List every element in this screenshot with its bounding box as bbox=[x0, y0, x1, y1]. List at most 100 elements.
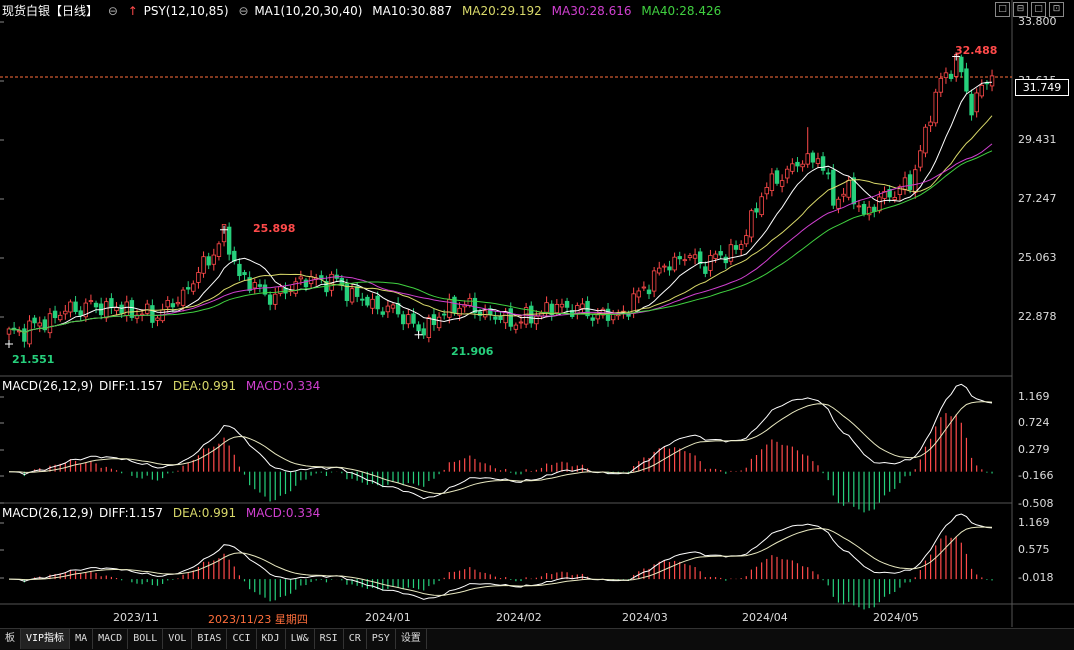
tab-rsi[interactable]: RSI bbox=[315, 629, 344, 649]
macd2-dea: DEA:0.991 bbox=[172, 506, 237, 520]
x-tick-label: 2024/04 bbox=[742, 611, 788, 624]
settings-circle-icon[interactable]: ⊖ bbox=[107, 4, 118, 18]
candle-body bbox=[534, 315, 539, 325]
ma10-line bbox=[8, 81, 993, 334]
candle-body bbox=[892, 197, 897, 200]
price-tick: 25.063 bbox=[1018, 251, 1057, 264]
tab-kdj[interactable]: KDJ bbox=[257, 629, 286, 649]
candle-body bbox=[564, 300, 570, 308]
tab-cr[interactable]: CR bbox=[344, 629, 367, 649]
prev-low-annotation: 21.906 bbox=[451, 345, 494, 358]
candle-body bbox=[646, 289, 652, 295]
macd2-macd: MACD:0.334 bbox=[245, 506, 321, 520]
chart-title: 现货白银【日线】 bbox=[2, 4, 99, 18]
tab-macd[interactable]: MACD bbox=[93, 629, 129, 649]
tab-bias[interactable]: BIAS bbox=[192, 629, 228, 649]
candle-body bbox=[641, 286, 647, 289]
tab-lwr[interactable]: LW& bbox=[286, 629, 315, 649]
ma-params: MA1(10,20,30,40) bbox=[254, 4, 363, 18]
psy-label: PSY(12,10,85) bbox=[143, 4, 229, 18]
window-button-3[interactable]: □ bbox=[1031, 2, 1046, 17]
candle-body bbox=[73, 301, 78, 312]
tab-vip-indicators[interactable]: VIP指标 bbox=[21, 629, 71, 649]
candle-body bbox=[508, 308, 513, 327]
candle-body bbox=[907, 174, 913, 190]
candle-body bbox=[820, 156, 826, 171]
candle-body bbox=[938, 77, 944, 93]
candle-body bbox=[657, 267, 662, 274]
ma-settings-icon[interactable]: ⊖ bbox=[238, 4, 249, 18]
candle-body bbox=[805, 153, 810, 165]
candle-body bbox=[836, 198, 841, 209]
macd2-diff: DIFF:1.157 bbox=[98, 506, 164, 520]
candle-body bbox=[124, 301, 129, 316]
window-buttons: □ ⊟ □ ⊡ bbox=[995, 2, 1064, 17]
tab-vol[interactable]: VOL bbox=[163, 629, 193, 649]
low-marker bbox=[5, 340, 13, 349]
tab-psy[interactable]: PSY bbox=[367, 629, 396, 649]
candle-body bbox=[682, 259, 688, 262]
candle-body bbox=[713, 253, 718, 259]
ma40-line bbox=[8, 150, 993, 334]
candle-body bbox=[779, 180, 785, 187]
candle-body bbox=[498, 315, 503, 320]
candle-body bbox=[559, 303, 565, 308]
candle-body bbox=[170, 303, 176, 308]
candle-body bbox=[421, 328, 426, 336]
candle-body bbox=[651, 270, 657, 292]
candle-body bbox=[477, 311, 483, 316]
tab-ban[interactable]: 板 bbox=[0, 629, 21, 649]
macd2-tick: -0.018 bbox=[1018, 571, 1054, 584]
candle-body bbox=[749, 210, 754, 238]
x-tick-label: 2024/03 bbox=[622, 611, 668, 624]
x-tick-label: 2024/01 bbox=[365, 611, 411, 624]
candle-body bbox=[196, 272, 201, 283]
candle-body bbox=[211, 254, 216, 265]
macd2-header: MACD(26,12,9) DIFF:1.157 DEA:0.991 MACD:… bbox=[2, 505, 326, 521]
candle-body bbox=[42, 319, 48, 331]
candle-body bbox=[52, 310, 58, 319]
candle-body bbox=[692, 254, 698, 259]
candle-body bbox=[129, 300, 135, 318]
tab-boll[interactable]: BOLL bbox=[128, 629, 164, 649]
candle-body bbox=[303, 279, 309, 288]
candle-body bbox=[774, 170, 780, 184]
candle-body bbox=[810, 152, 816, 163]
candle-body bbox=[610, 313, 616, 321]
tab-cci[interactable]: CCI bbox=[227, 629, 257, 649]
window-button-4[interactable]: ⊡ bbox=[1049, 2, 1064, 17]
candle-body bbox=[902, 177, 908, 191]
candle-body bbox=[754, 208, 759, 213]
candle-body bbox=[718, 251, 723, 256]
candle-body bbox=[769, 173, 775, 191]
candle-body bbox=[785, 168, 790, 179]
window-button-1[interactable]: □ bbox=[995, 2, 1010, 17]
candle-body bbox=[851, 177, 856, 205]
candle-body bbox=[180, 289, 186, 306]
candle-body bbox=[78, 310, 83, 316]
candle-body bbox=[795, 161, 800, 167]
candle-body bbox=[114, 307, 119, 312]
tab-ma[interactable]: MA bbox=[70, 629, 94, 649]
candle-body bbox=[887, 188, 892, 198]
candle-body bbox=[918, 150, 923, 168]
tab-settings[interactable]: 设置 bbox=[396, 629, 427, 649]
candle-body bbox=[150, 305, 155, 323]
macd2-diff-line bbox=[8, 513, 993, 600]
macd1-tick: 1.169 bbox=[1018, 390, 1050, 403]
macd1-title: MACD(26,12,9) bbox=[2, 379, 94, 393]
macd2-tick: 0.575 bbox=[1018, 543, 1050, 556]
ma30-value: MA30:28.616 bbox=[551, 4, 632, 18]
candle-body bbox=[913, 169, 918, 193]
window-button-2[interactable]: ⊟ bbox=[1013, 2, 1028, 17]
candle-body bbox=[846, 179, 851, 198]
macd2-tick: 1.169 bbox=[1018, 516, 1050, 529]
candle-body bbox=[467, 297, 472, 306]
candle-body bbox=[738, 244, 744, 250]
candle-body bbox=[165, 300, 170, 308]
candle-body bbox=[948, 73, 954, 79]
candle-body bbox=[145, 303, 150, 314]
candle-body bbox=[549, 303, 554, 316]
